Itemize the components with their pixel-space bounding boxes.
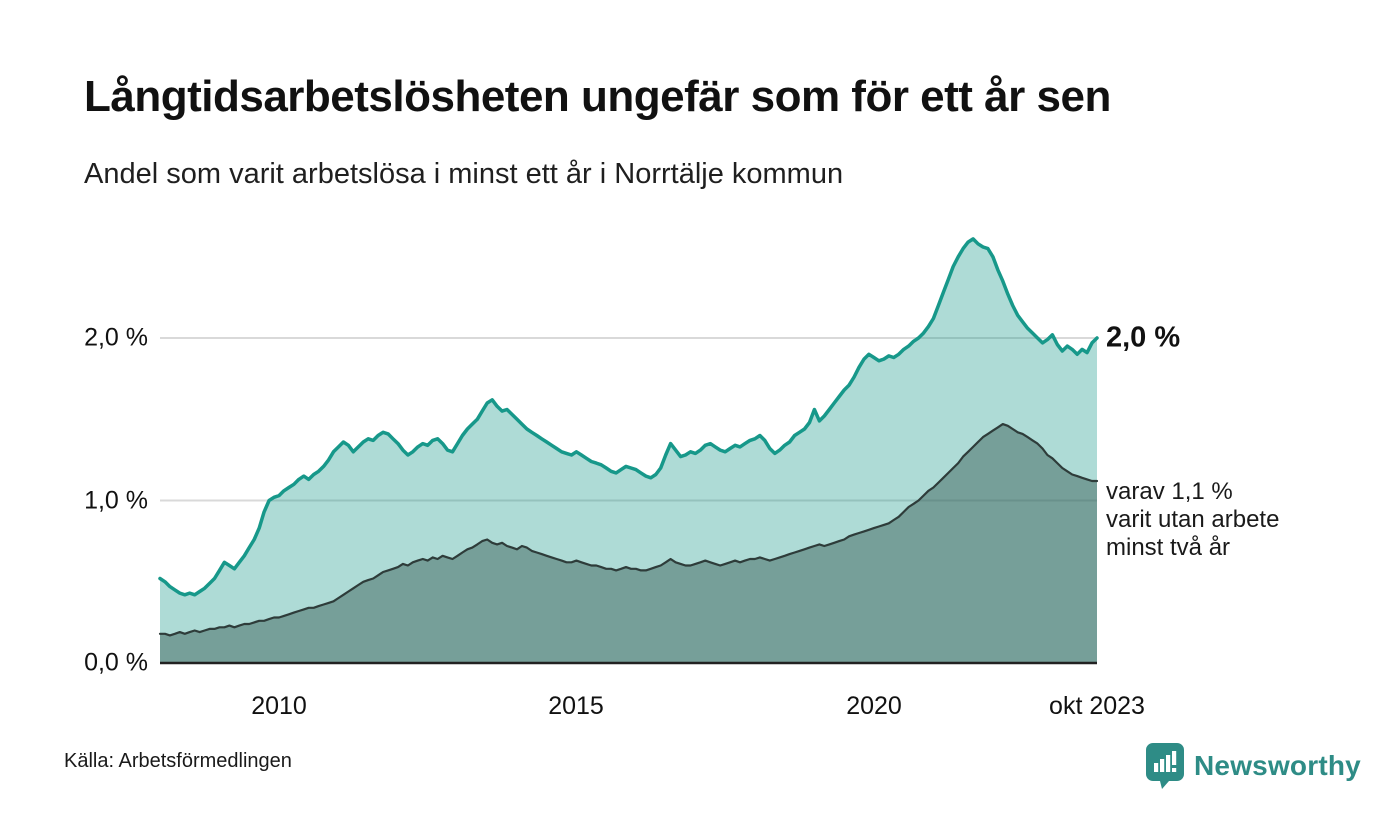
x-tick-2015: 2015	[548, 692, 604, 720]
newsworthy-logo: Newsworthy	[1145, 742, 1361, 790]
x-tick-okt-2023: okt 2023	[1049, 692, 1145, 720]
annotation-line-3: minst två år	[1106, 534, 1231, 561]
annotation-line-2: varit utan arbete	[1106, 506, 1280, 533]
newsworthy-logo-text: Newsworthy	[1194, 750, 1361, 781]
newsworthy-logo-icon	[1146, 743, 1184, 789]
annotation-latest-total: 2,0 %	[1106, 321, 1181, 354]
page-title: Långtidsarbetslösheten ungefär som för e…	[84, 72, 1111, 121]
page-subtitle: Andel som varit arbetslösa i minst ett å…	[84, 158, 844, 190]
y-tick-2: 2,0 %	[84, 323, 148, 352]
x-tick-2020: 2020	[846, 692, 902, 720]
y-tick-0: 0,0 %	[84, 648, 148, 677]
annotation-two-years: varav 1,1 % varit utan arbete minst två …	[1106, 478, 1279, 562]
x-tick-2010: 2010	[251, 692, 307, 720]
annotation-line-1: varav 1,1 %	[1106, 478, 1233, 505]
source-note: Källa: Arbetsförmedlingen	[64, 750, 292, 772]
y-tick-1: 1,0 %	[84, 486, 148, 515]
